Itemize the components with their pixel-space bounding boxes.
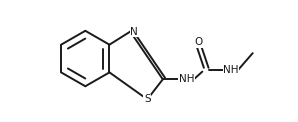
Text: S: S [144, 94, 150, 104]
Text: N: N [130, 27, 138, 37]
Text: NH: NH [223, 65, 239, 75]
Text: O: O [194, 37, 203, 47]
Text: NH: NH [179, 74, 195, 84]
